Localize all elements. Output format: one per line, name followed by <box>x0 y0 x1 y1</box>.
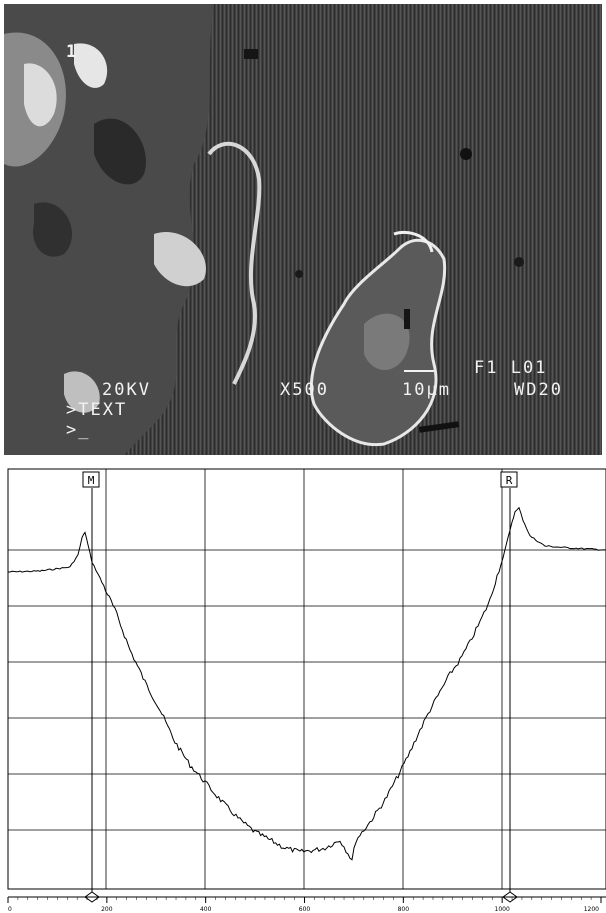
profile-trace <box>8 506 606 861</box>
region-label: 1 <box>66 42 79 62</box>
marker-right-box[interactable] <box>500 471 518 488</box>
marker-right-label: R <box>506 474 513 487</box>
x-axis: 0 200 400 600 800 1000 1200 <box>7 896 606 913</box>
sem-micrograph: 1 20KV X500 10μm F1 L01 WD20 >TEXT >_ <box>4 4 602 455</box>
magnification-readout: X500 <box>280 380 329 400</box>
marker-left-label: M <box>88 474 95 487</box>
x-tick-label: 1200 <box>584 906 599 913</box>
marker-left-box[interactable] <box>82 471 100 488</box>
scale-bar-line <box>404 370 434 372</box>
x-tick-label: 1000 <box>495 906 510 913</box>
micrograph-surface <box>4 4 602 455</box>
accel-voltage-readout: 20KV <box>102 380 151 400</box>
x-tick-label: 0 <box>8 906 12 913</box>
frame-id-readout: F1 L01 <box>474 358 548 378</box>
grid-lines <box>8 469 606 889</box>
x-tick-label: 800 <box>398 906 410 913</box>
cursor-prompt-line: >_ <box>66 420 91 440</box>
scale-bar-label: 10μm <box>402 380 451 400</box>
x-tick-label: 200 <box>101 906 113 913</box>
text-prompt-line: >TEXT <box>66 400 128 420</box>
x-tick-label: 400 <box>200 906 212 913</box>
plot-frame <box>7 468 606 890</box>
working-distance-readout: WD20 <box>514 380 563 400</box>
x-tick-label: 600 <box>299 906 311 913</box>
